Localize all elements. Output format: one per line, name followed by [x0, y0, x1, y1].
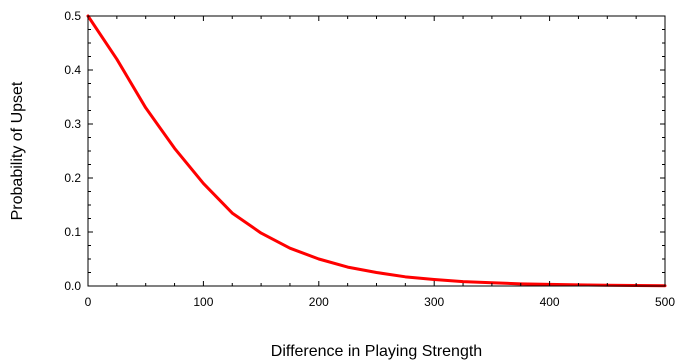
- x-tick-label: 200: [309, 295, 329, 309]
- x-tick-label: 0: [85, 295, 92, 309]
- x-tick-label: 500: [655, 295, 675, 309]
- x-tick-label: 100: [193, 295, 213, 309]
- y-tick-label: 0.0: [64, 279, 81, 293]
- x-tick-label: 400: [540, 295, 560, 309]
- x-axis-title: Difference in Playing Strength: [271, 343, 482, 360]
- x-tick-label: 300: [424, 295, 444, 309]
- y-tick-label: 0.3: [64, 117, 81, 131]
- y-tick-label: 0.2: [64, 171, 81, 185]
- y-tick-label: 0.1: [64, 225, 81, 239]
- y-axis-title: Probability of Upset: [9, 81, 26, 220]
- upset-probability-line: [86, 14, 667, 288]
- axes: 0 100 200 300 400 500 0.0 0.1 0.2 0.3 0.4 0.5: [64, 9, 675, 309]
- plot-area: [86, 14, 667, 288]
- axis-labels: Difference in Playing Strength Probabili…: [9, 81, 482, 360]
- y-tick-label: 0.5: [64, 9, 81, 23]
- y-tick-label: 0.4: [64, 63, 81, 77]
- plot-frame: [87, 15, 666, 287]
